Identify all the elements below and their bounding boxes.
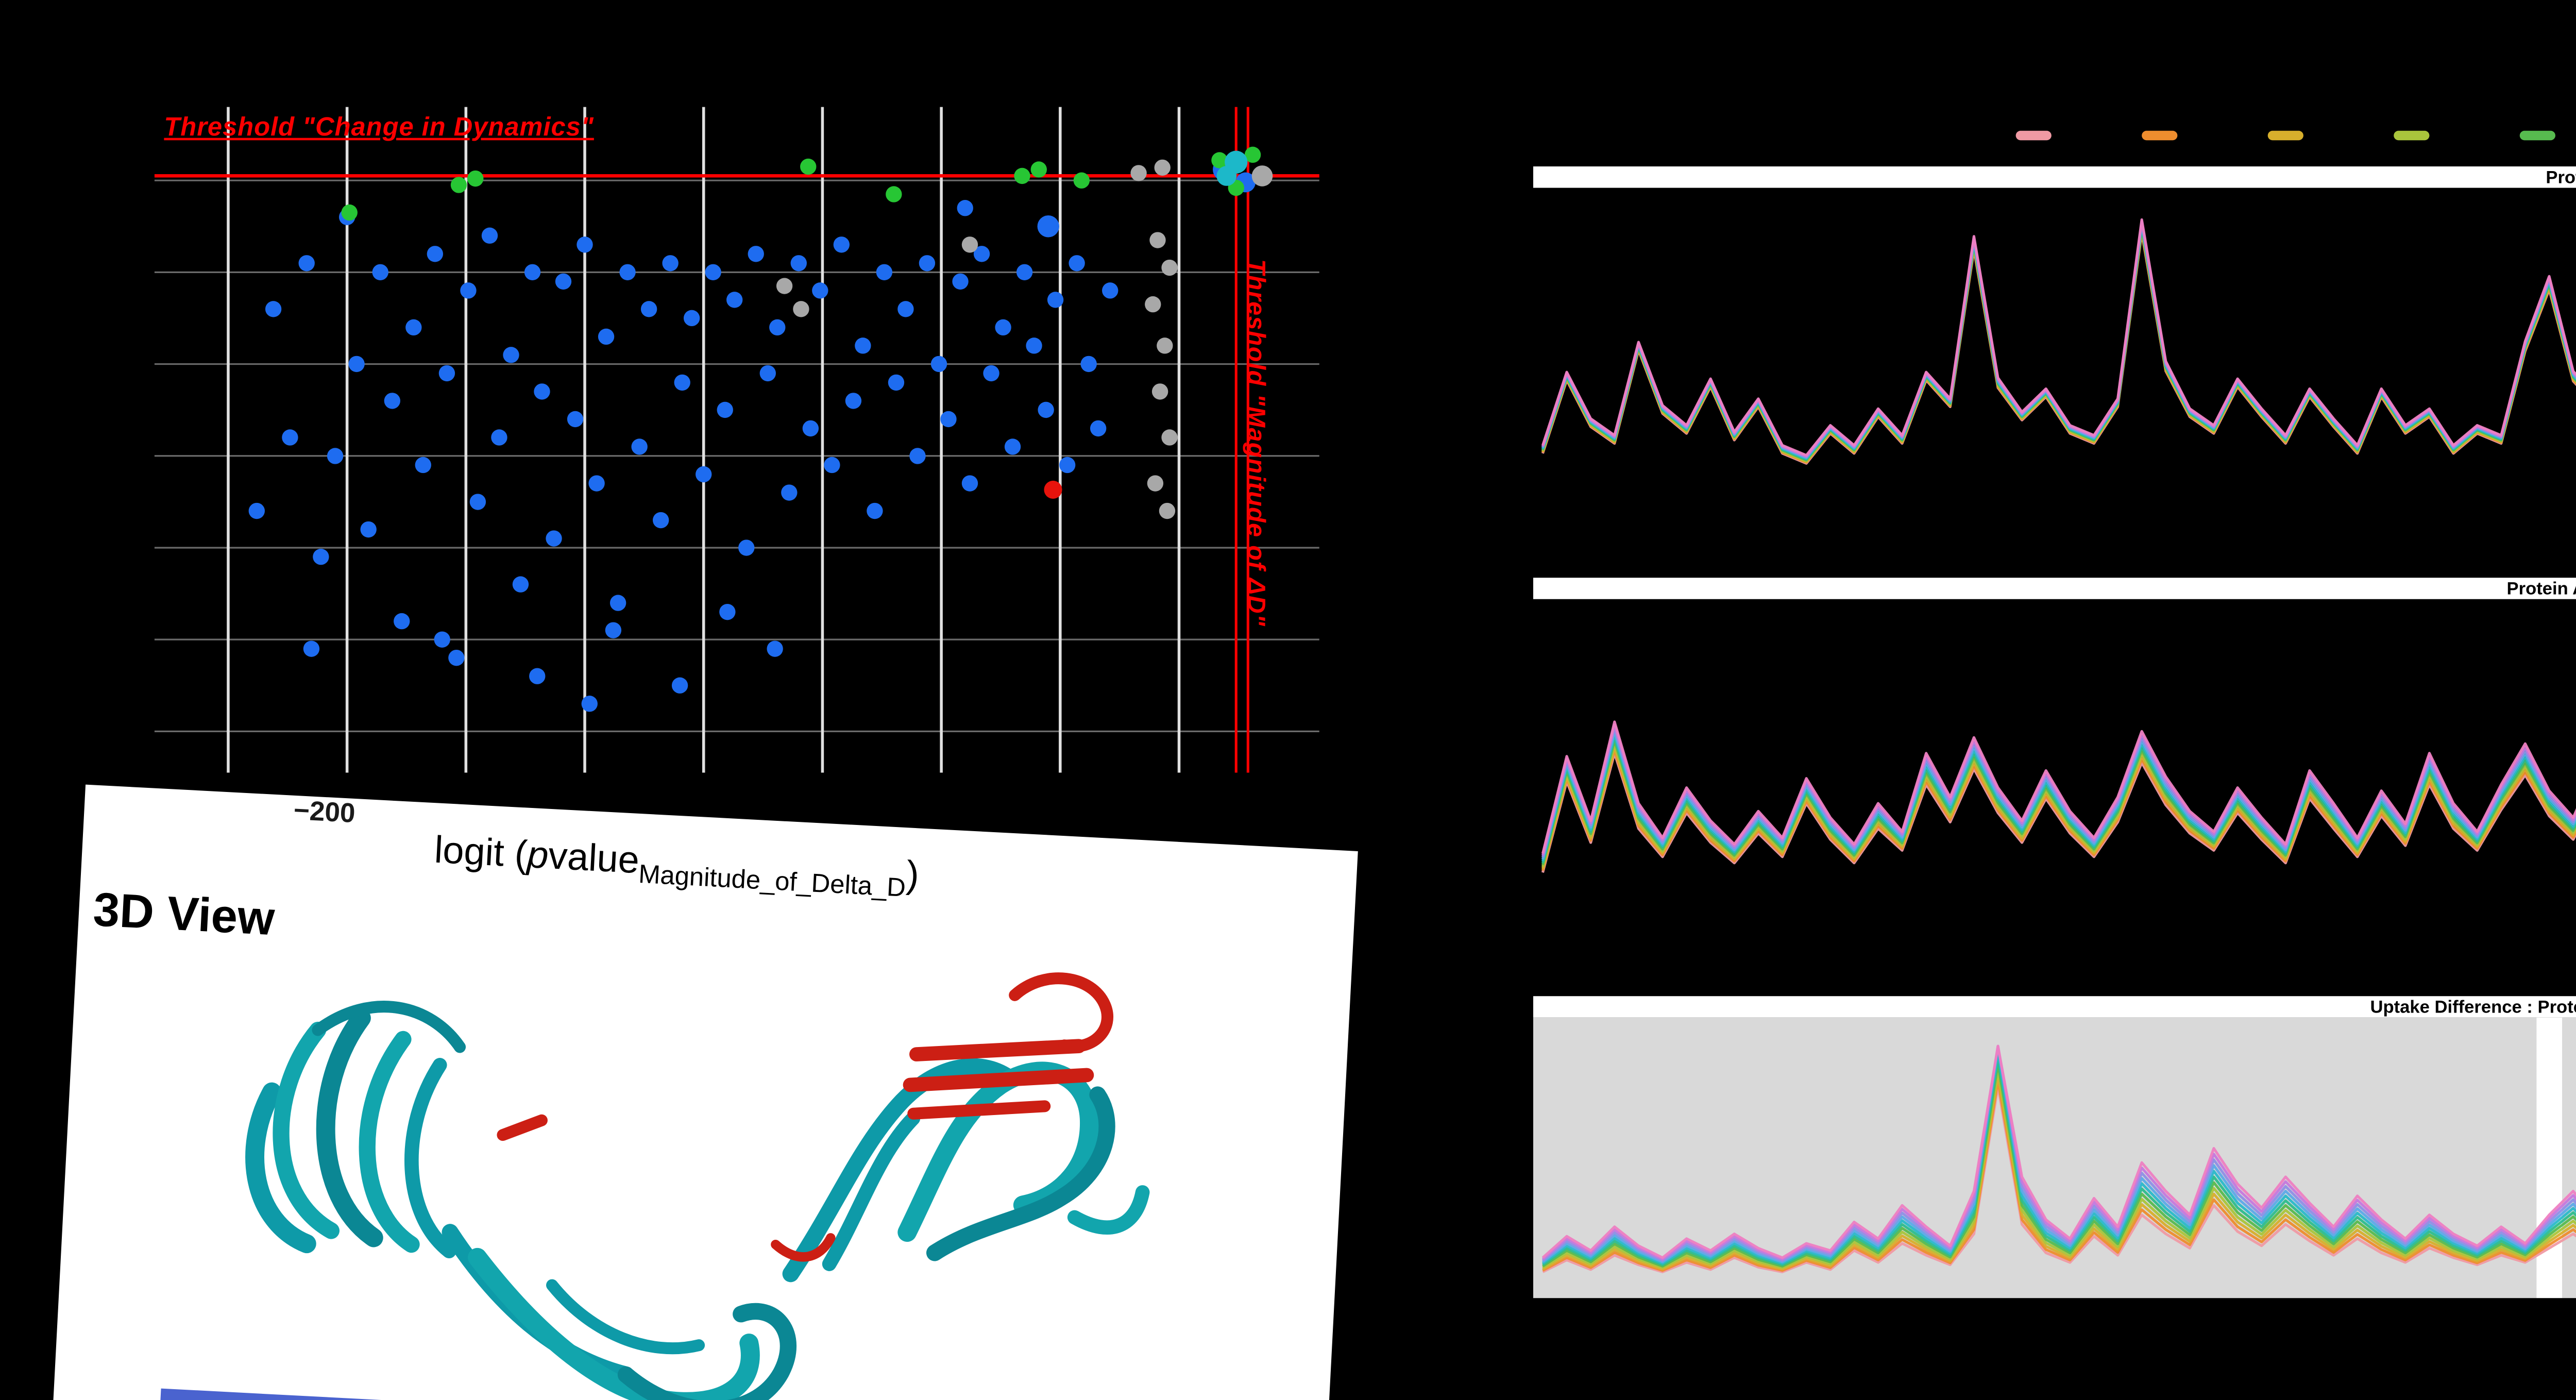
timepoint-line-3 xyxy=(1542,1073,2576,1271)
uptake-chart-protein-a xyxy=(1541,218,2576,465)
axis-title-prefix: logit ( xyxy=(433,831,529,877)
timepoint-line-4 xyxy=(1541,227,2576,463)
timepoint-line-10 xyxy=(1541,723,2576,856)
timepoint-line-10 xyxy=(1541,1044,2576,1261)
legend-swatch-2[interactable] xyxy=(2142,130,2178,139)
volcano-points-non-significant xyxy=(248,158,1256,712)
uptake-chart-protein-a-ligand xyxy=(1541,720,2576,873)
axis-title-subscript: Magnitude_of_Delta_D xyxy=(637,861,907,904)
threshold-dynamics-label: Threshold "Change in Dynamics" xyxy=(164,114,594,143)
volcano-points-cluster-teal xyxy=(1216,150,1248,186)
legend-swatch-1[interactable] xyxy=(2015,130,2052,139)
timepoint-line-11 xyxy=(1541,1044,2576,1259)
legend-swatch-4[interactable] xyxy=(2394,130,2430,139)
timepoint-line-4 xyxy=(1541,742,2576,867)
uptake-diff-bg-segment-3 xyxy=(2562,1017,2576,1298)
timepoint-legend xyxy=(2015,130,2576,139)
timepoint-line-8 xyxy=(1541,730,2576,860)
timepoint-line-8 xyxy=(1541,1045,2576,1263)
timepoint-line-2 xyxy=(1542,1079,2576,1272)
volcano-points-filtered xyxy=(776,159,1273,519)
timepoint-line-1 xyxy=(1541,231,2576,465)
timepoint-line-3 xyxy=(1541,229,2576,463)
volcano-x-axis-title: logit (pvalueMagnitude_of_Delta_D) xyxy=(433,832,920,904)
legend-swatch-3[interactable] xyxy=(2267,130,2303,139)
3d-view-window: −200 logit (pvalueMagnitude_of_Delta_D) … xyxy=(48,784,1358,1400)
timepoint-line-7 xyxy=(1541,733,2576,862)
protein-ribbon-graphic xyxy=(245,972,1150,1400)
volcano-threshold-lines xyxy=(154,107,1319,773)
volcano-points-highlighted xyxy=(1044,480,1062,499)
axis-title-suffix: ) xyxy=(905,856,920,898)
timepoint-line-1 xyxy=(1542,1085,2576,1273)
uptake-difference-panel xyxy=(1533,1017,2576,1298)
timepoint-line-7 xyxy=(1541,1051,2576,1265)
volcano-gridlines xyxy=(154,107,1319,773)
timepoint-line-3 xyxy=(1541,746,2576,869)
timepoint-line-6 xyxy=(1541,736,2576,864)
timepoint-line-11 xyxy=(1541,720,2576,854)
timepoint-line-4 xyxy=(1542,1068,2576,1269)
timepoint-line-9 xyxy=(1541,1044,2576,1262)
volcano-points-significant xyxy=(341,146,1261,221)
timepoint-line-11 xyxy=(1541,218,2576,457)
timepoint-line-6 xyxy=(1541,1056,2576,1267)
timepoint-line-6 xyxy=(1541,225,2576,461)
panel-title-protein-a-ligand: Protein A + Ligand xyxy=(1533,578,2576,599)
timepoint-line-5 xyxy=(1541,226,2576,462)
panel-title-protein-a: Protein A xyxy=(1533,166,2576,188)
axis-title-pvar: p xyxy=(526,836,550,878)
timepoint-line-5 xyxy=(1541,739,2576,866)
timepoint-line-5 xyxy=(1542,1062,2576,1268)
timepoint-line-2 xyxy=(1541,749,2576,871)
volcano-x-tick-label: −200 xyxy=(293,798,356,830)
volcano-plot-svg xyxy=(154,107,1319,773)
threshold-magnitude-label: Threshold "Magnitude of ΔD" xyxy=(1241,259,1269,627)
timepoint-line-9 xyxy=(1541,727,2576,858)
timepoint-line-2 xyxy=(1541,230,2576,464)
uptake-difference-chart xyxy=(1541,1044,2576,1273)
axis-title-rest: value xyxy=(547,837,640,883)
panel-title-uptake-difference: Uptake Difference : Protein A - (Protein… xyxy=(1533,996,2576,1018)
legend-swatch-5[interactable] xyxy=(2519,130,2555,139)
timepoint-line-1 xyxy=(1541,752,2576,873)
volcano-plot: Threshold "Change in Dynamics" Threshold… xyxy=(154,107,1319,773)
